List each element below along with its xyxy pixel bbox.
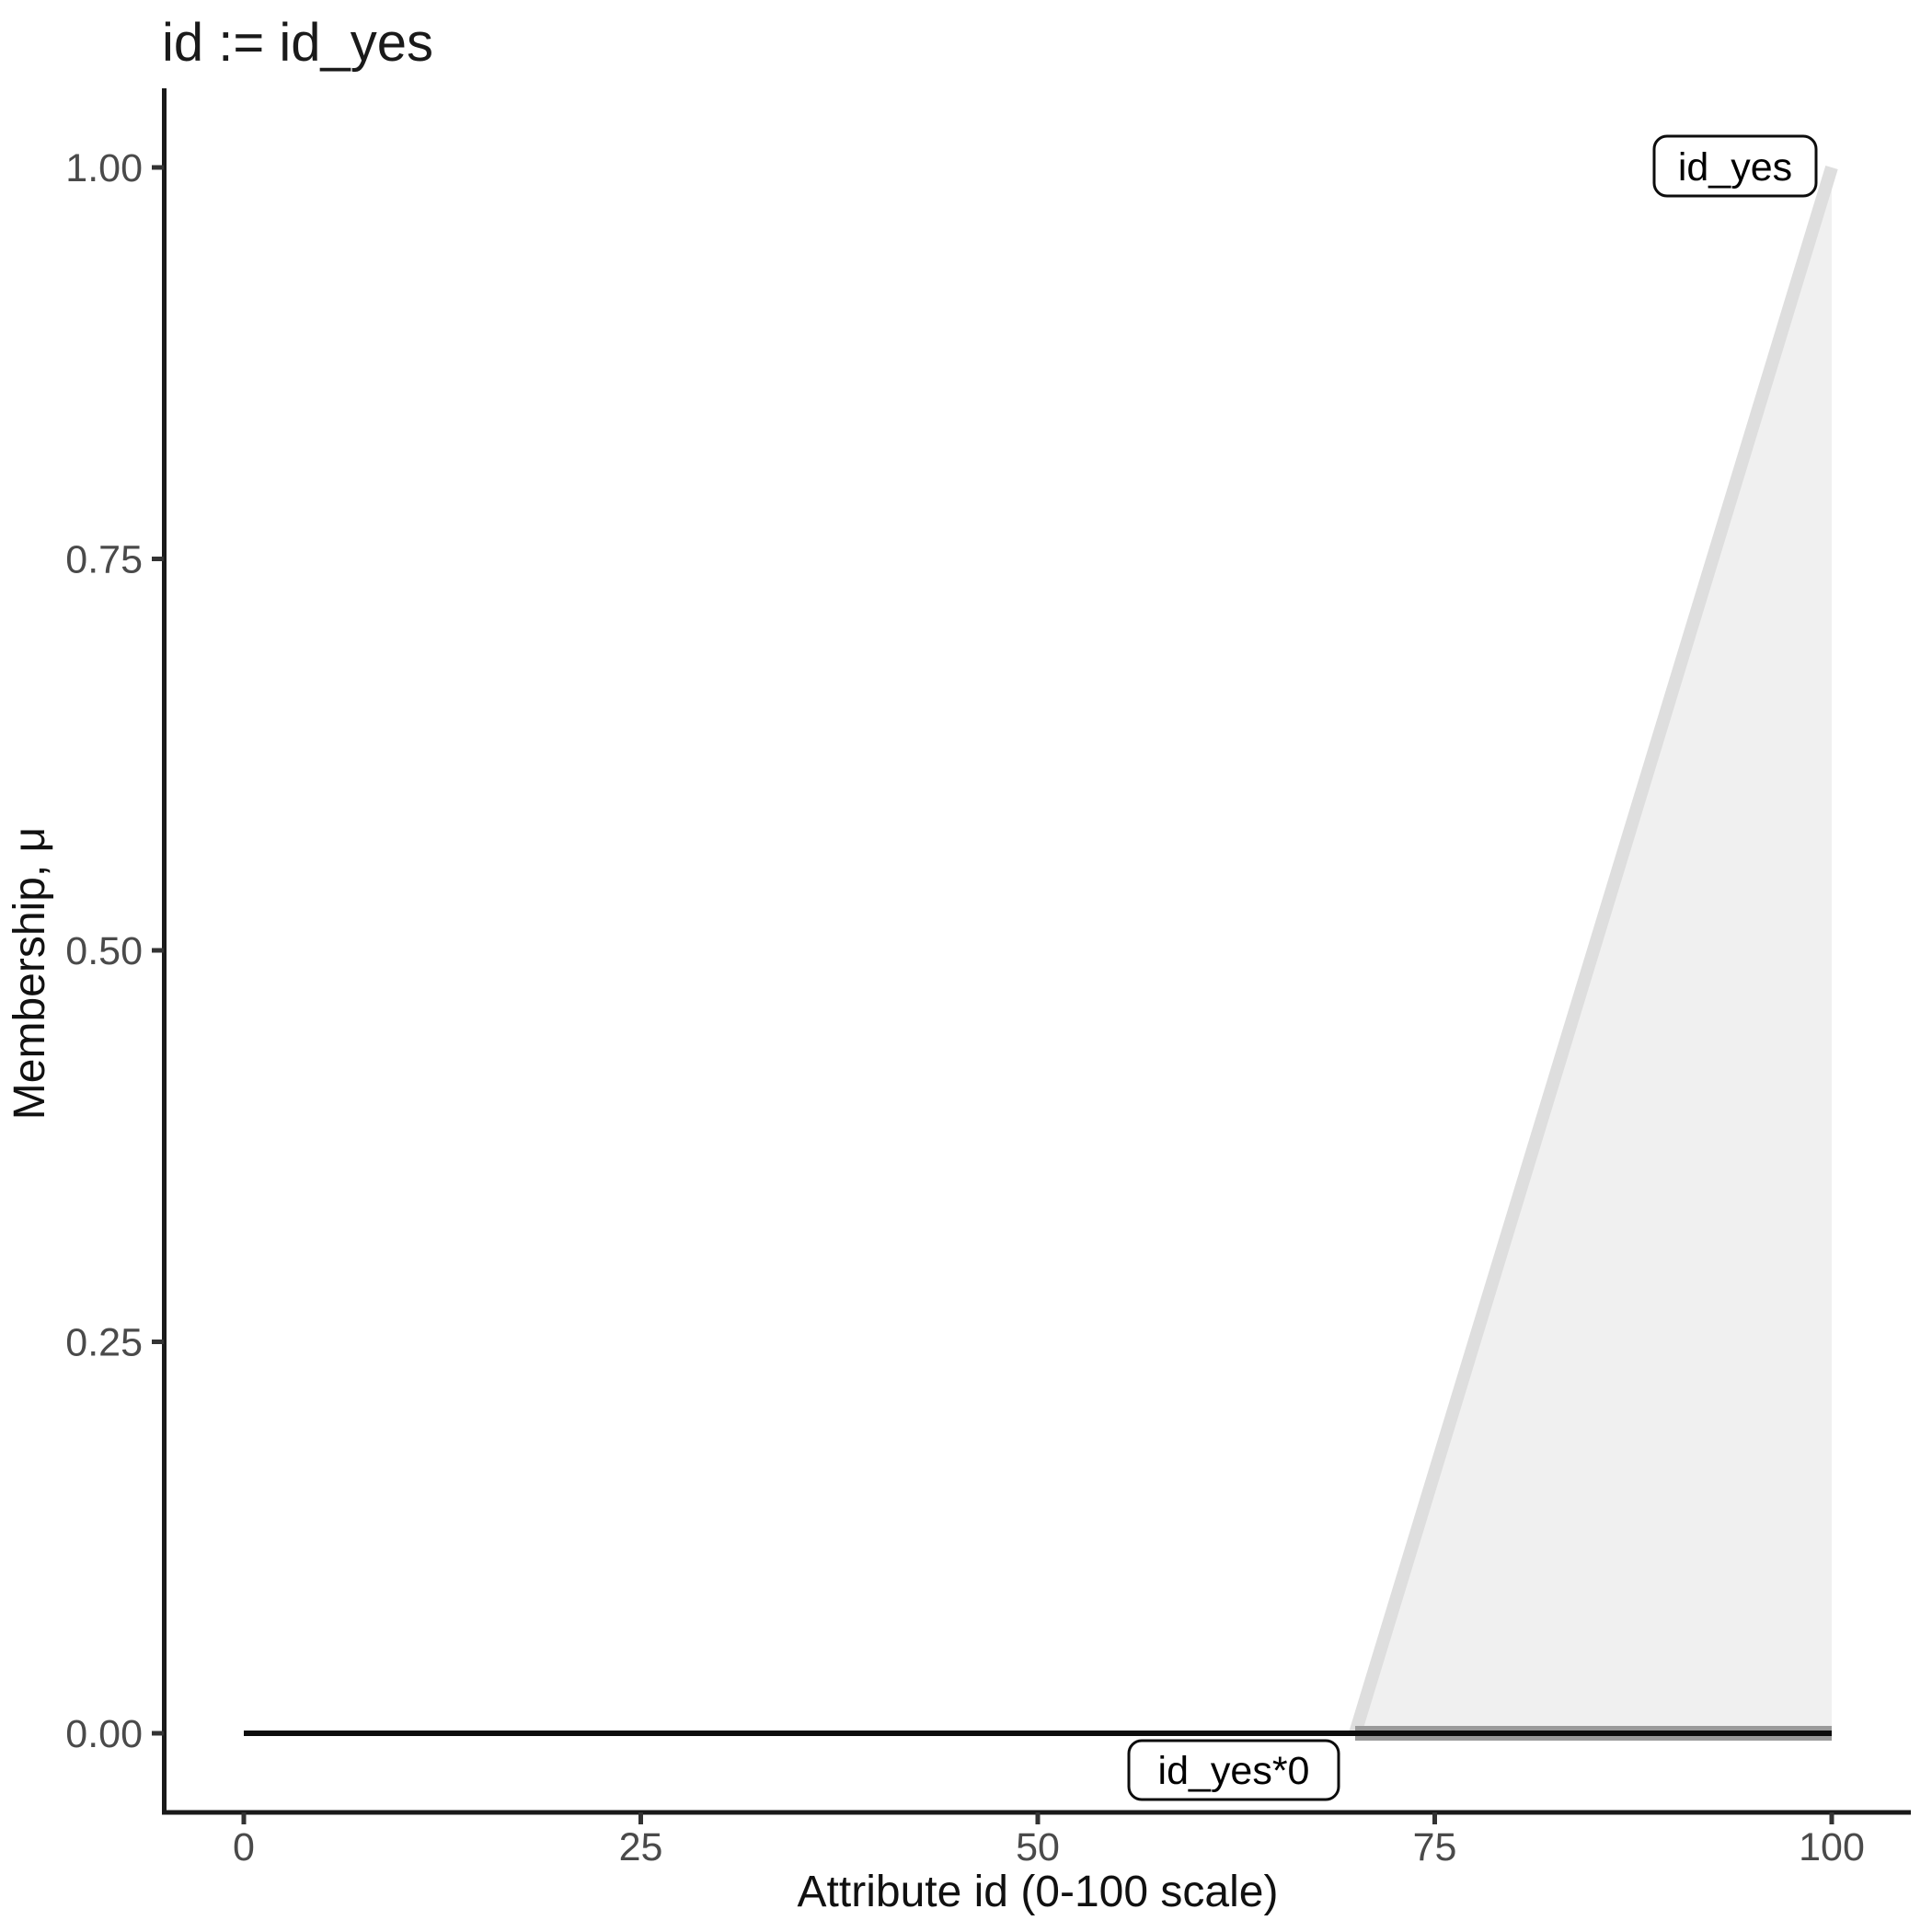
series-label-id-yes: id_yes (1652, 134, 1818, 198)
y-tick-label-1.00: 1.00 (65, 146, 143, 190)
series-label-id-yes-times-0-text: id_yes*0 (1158, 1749, 1310, 1793)
y-tick-label-0.25: 0.25 (65, 1321, 143, 1365)
series-label-id-yes-times-0-box (1127, 1739, 1340, 1801)
x-tick-label-50: 50 (1016, 1825, 1060, 1869)
y-axis-title: Membership, μ (6, 827, 54, 1120)
x-tick-label-25: 25 (619, 1825, 663, 1869)
x-tick-label-100: 100 (1799, 1825, 1865, 1869)
y-tick-label-0.00: 0.00 (65, 1712, 143, 1756)
y-tick-label-0.50: 0.50 (65, 929, 143, 973)
series-label-id-yes-box (1652, 134, 1818, 198)
x-tick-label-0: 0 (233, 1825, 255, 1869)
chart-title: id := id_yes (162, 13, 433, 73)
series-id-yes-line (1349, 165, 1838, 1736)
x-tick-label-75: 75 (1413, 1825, 1457, 1869)
series-label-id-yes-text: id_yes (1678, 145, 1792, 190)
y-tick-label-0.75: 0.75 (65, 538, 143, 582)
series-label-id-yes-times-0: id_yes*0 (1127, 1739, 1340, 1801)
x-axis-title: Attribute id (0-100 scale) (798, 1868, 1279, 1916)
